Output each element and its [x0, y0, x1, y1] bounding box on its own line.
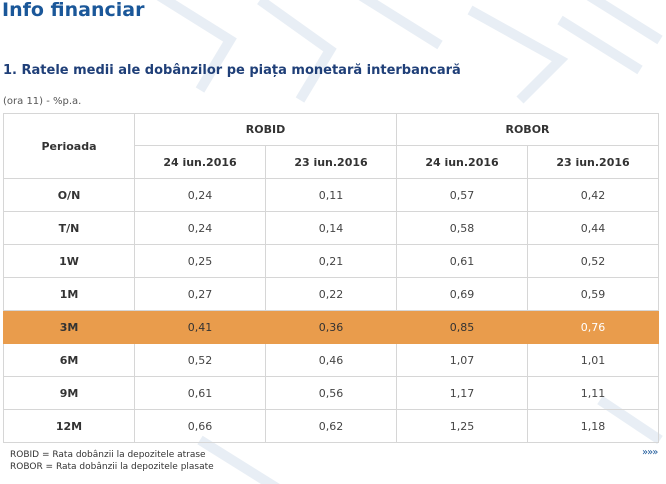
period-cell: 6M	[3, 343, 135, 377]
period-cell: 1W	[3, 244, 135, 278]
period-cell: 1M	[3, 277, 135, 311]
table-row: 12M 0,66 0,62 1,25 1,18	[3, 409, 659, 443]
section-title: 1. Ratele medii ale dobânzilor pe piața …	[3, 63, 461, 78]
date-column-header: 23 iun.2016	[265, 145, 397, 179]
period-cell: 3M	[3, 310, 135, 344]
more-link[interactable]: »»»	[642, 447, 658, 458]
legend-robid: ROBID = Rata dobânzii la depozitele atra…	[10, 450, 206, 460]
period-cell: T/N	[3, 211, 135, 245]
rate-cell: 0,57	[396, 178, 528, 212]
interest-rates-table: Perioada ROBID ROBOR 24 iun.2016 23 iun.…	[3, 113, 659, 443]
robid-group-header: ROBID	[134, 113, 397, 146]
rate-cell: 0,59	[527, 277, 659, 311]
rate-cell: 0,52	[527, 244, 659, 278]
rate-cell: 1,18	[527, 409, 659, 443]
rate-cell: 0,76	[527, 310, 659, 344]
table-row: 1M 0,27 0,22 0,69 0,59	[3, 277, 659, 311]
date-column-header: 24 iun.2016	[134, 145, 266, 179]
rate-cell: 0,42	[527, 178, 659, 212]
rate-cell: 0,56	[265, 376, 397, 410]
legend-robor: ROBOR = Rata dobânzii la depozitele plas…	[10, 462, 214, 472]
rate-cell: 0,61	[134, 376, 266, 410]
rate-cell: 0,36	[265, 310, 397, 344]
table-row: 9M 0,61 0,56 1,17 1,11	[3, 376, 659, 410]
rate-cell: 0,27	[134, 277, 266, 311]
rate-cell: 0,62	[265, 409, 397, 443]
rate-cell: 0,52	[134, 343, 266, 377]
robor-group-header: ROBOR	[396, 113, 659, 146]
table-row: T/N 0,24 0,14 0,58 0,44	[3, 211, 659, 245]
rate-cell: 0,85	[396, 310, 528, 344]
rate-cell: 0,14	[265, 211, 397, 245]
rate-cell: 1,01	[527, 343, 659, 377]
page-title: Info financiar	[2, 0, 145, 21]
table-row: 1W 0,25 0,21 0,61 0,52	[3, 244, 659, 278]
date-column-header: 23 iun.2016	[527, 145, 659, 179]
rate-cell: 0,44	[527, 211, 659, 245]
period-cell: 12M	[3, 409, 135, 443]
rate-cell: 0,41	[134, 310, 266, 344]
rate-cell: 1,11	[527, 376, 659, 410]
rate-cell: 0,46	[265, 343, 397, 377]
rate-cell: 0,61	[396, 244, 528, 278]
rate-cell: 1,17	[396, 376, 528, 410]
rate-cell: 1,07	[396, 343, 528, 377]
rate-cell: 0,11	[265, 178, 397, 212]
rate-cell: 0,24	[134, 178, 266, 212]
table-row: O/N 0,24 0,11 0,57 0,42	[3, 178, 659, 212]
rate-cell: 1,25	[396, 409, 528, 443]
rate-cell: 0,66	[134, 409, 266, 443]
legend: ROBID = Rata dobânzii la depozitele atra…	[10, 449, 214, 473]
period-cell: 9M	[3, 376, 135, 410]
rate-cell: 0,24	[134, 211, 266, 245]
rate-cell: 0,22	[265, 277, 397, 311]
period-column-header: Perioada	[3, 113, 135, 179]
rate-cell: 0,69	[396, 277, 528, 311]
date-column-header: 24 iun.2016	[396, 145, 528, 179]
rate-cell: 0,25	[134, 244, 266, 278]
rate-cell: 0,21	[265, 244, 397, 278]
unit-note: (ora 11) - %p.a.	[3, 96, 82, 107]
table-row-highlighted: 3M 0,41 0,36 0,85 0,76	[3, 310, 659, 344]
rate-cell: 0,58	[396, 211, 528, 245]
table-row: 6M 0,52 0,46 1,07 1,01	[3, 343, 659, 377]
period-cell: O/N	[3, 178, 135, 212]
